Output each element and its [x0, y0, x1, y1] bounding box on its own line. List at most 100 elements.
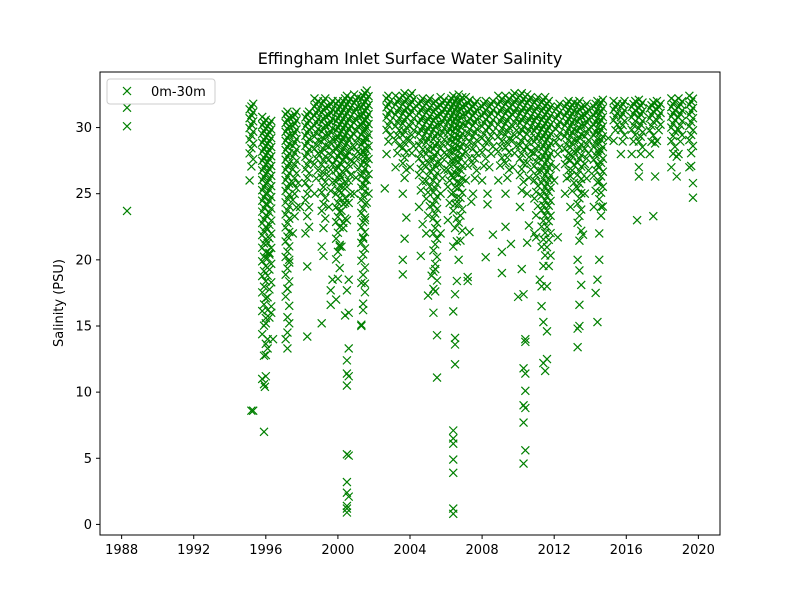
- data-point: [324, 171, 334, 181]
- data-point: [477, 148, 487, 157]
- data-point: [320, 214, 330, 223]
- data-point: [284, 276, 294, 286]
- data-point: [438, 153, 447, 163]
- data-point: [598, 202, 608, 211]
- data-point: [284, 241, 294, 251]
- data-point: [260, 382, 270, 392]
- data-point: [533, 166, 543, 175]
- data-point: [508, 135, 518, 145]
- data-point: [593, 317, 602, 327]
- data-point: [486, 131, 496, 141]
- data-point: [576, 205, 586, 215]
- data-point: [281, 236, 291, 246]
- data-point: [248, 99, 258, 109]
- data-point: [594, 177, 604, 186]
- data-point: [591, 186, 601, 196]
- data-point: [634, 137, 644, 146]
- data-point: [356, 278, 366, 288]
- data-point: [465, 137, 474, 147]
- data-point: [582, 173, 592, 183]
- data-point: [502, 173, 512, 183]
- data-point: [333, 198, 343, 208]
- data-point: [266, 116, 276, 126]
- data-point: [515, 202, 525, 212]
- data-point: [596, 211, 606, 221]
- data-point: [362, 198, 372, 208]
- data-point: [356, 208, 366, 218]
- data-point: [319, 223, 328, 233]
- data-point: [515, 154, 525, 164]
- data-point: [630, 130, 640, 140]
- data-point: [349, 158, 359, 168]
- data-point: [524, 152, 534, 162]
- data-point: [616, 125, 626, 135]
- data-point: [421, 194, 431, 204]
- data-point: [542, 222, 552, 232]
- data-point: [510, 130, 519, 140]
- data-point: [295, 202, 305, 212]
- data-points: [122, 86, 698, 519]
- x-tick-label: 2016: [610, 543, 643, 558]
- data-point: [283, 284, 292, 294]
- data-point: [672, 172, 682, 181]
- y-axis: 0 5 10 15 20 25 30: [75, 121, 100, 533]
- data-point: [549, 176, 559, 185]
- data-point: [400, 88, 410, 98]
- data-point: [636, 149, 646, 159]
- data-point: [317, 187, 327, 197]
- data-point: [542, 281, 552, 291]
- data-point: [594, 228, 604, 238]
- data-point: [257, 112, 267, 122]
- data-point: [677, 130, 687, 140]
- data-point: [454, 255, 464, 265]
- y-tick-label: 15: [75, 319, 92, 334]
- data-point: [301, 228, 310, 238]
- data-point: [429, 308, 438, 318]
- data-point: [565, 155, 575, 165]
- data-point: [429, 213, 438, 223]
- data-point: [259, 282, 269, 292]
- data-point: [627, 149, 637, 159]
- data-point: [533, 92, 543, 102]
- data-point: [317, 318, 327, 328]
- data-point: [565, 202, 575, 212]
- data-point: [688, 178, 698, 188]
- x-tick-label: 2000: [321, 543, 354, 558]
- data-point: [620, 96, 629, 106]
- data-point: [122, 103, 132, 113]
- data-point: [448, 426, 458, 435]
- data-point: [598, 95, 608, 105]
- data-point: [666, 94, 676, 103]
- y-tick-label: 25: [75, 187, 92, 202]
- data-point: [481, 96, 491, 106]
- data-point: [246, 406, 256, 416]
- data-point: [356, 256, 366, 266]
- data-point: [430, 264, 440, 274]
- data-point: [450, 340, 460, 349]
- data-point: [531, 170, 541, 180]
- data-point: [398, 269, 408, 279]
- data-point: [264, 233, 274, 243]
- data-point: [342, 182, 352, 192]
- data-point: [461, 92, 471, 102]
- data-point: [360, 181, 370, 191]
- data-point: [430, 209, 440, 219]
- data-point: [555, 99, 565, 109]
- data-point: [407, 88, 417, 98]
- data-point: [310, 189, 319, 199]
- data-point: [259, 266, 269, 276]
- data-point: [574, 266, 584, 275]
- data-point: [430, 239, 440, 249]
- data-point: [317, 242, 327, 252]
- data-point: [319, 182, 328, 192]
- data-point: [531, 187, 541, 197]
- data-point: [634, 172, 644, 181]
- data-point: [400, 234, 410, 244]
- data-point: [463, 276, 473, 286]
- data-point: [122, 121, 132, 131]
- data-point: [510, 88, 519, 98]
- data-point: [470, 154, 480, 163]
- data-point: [283, 312, 292, 322]
- data-point: [344, 344, 354, 353]
- data-point: [421, 176, 431, 186]
